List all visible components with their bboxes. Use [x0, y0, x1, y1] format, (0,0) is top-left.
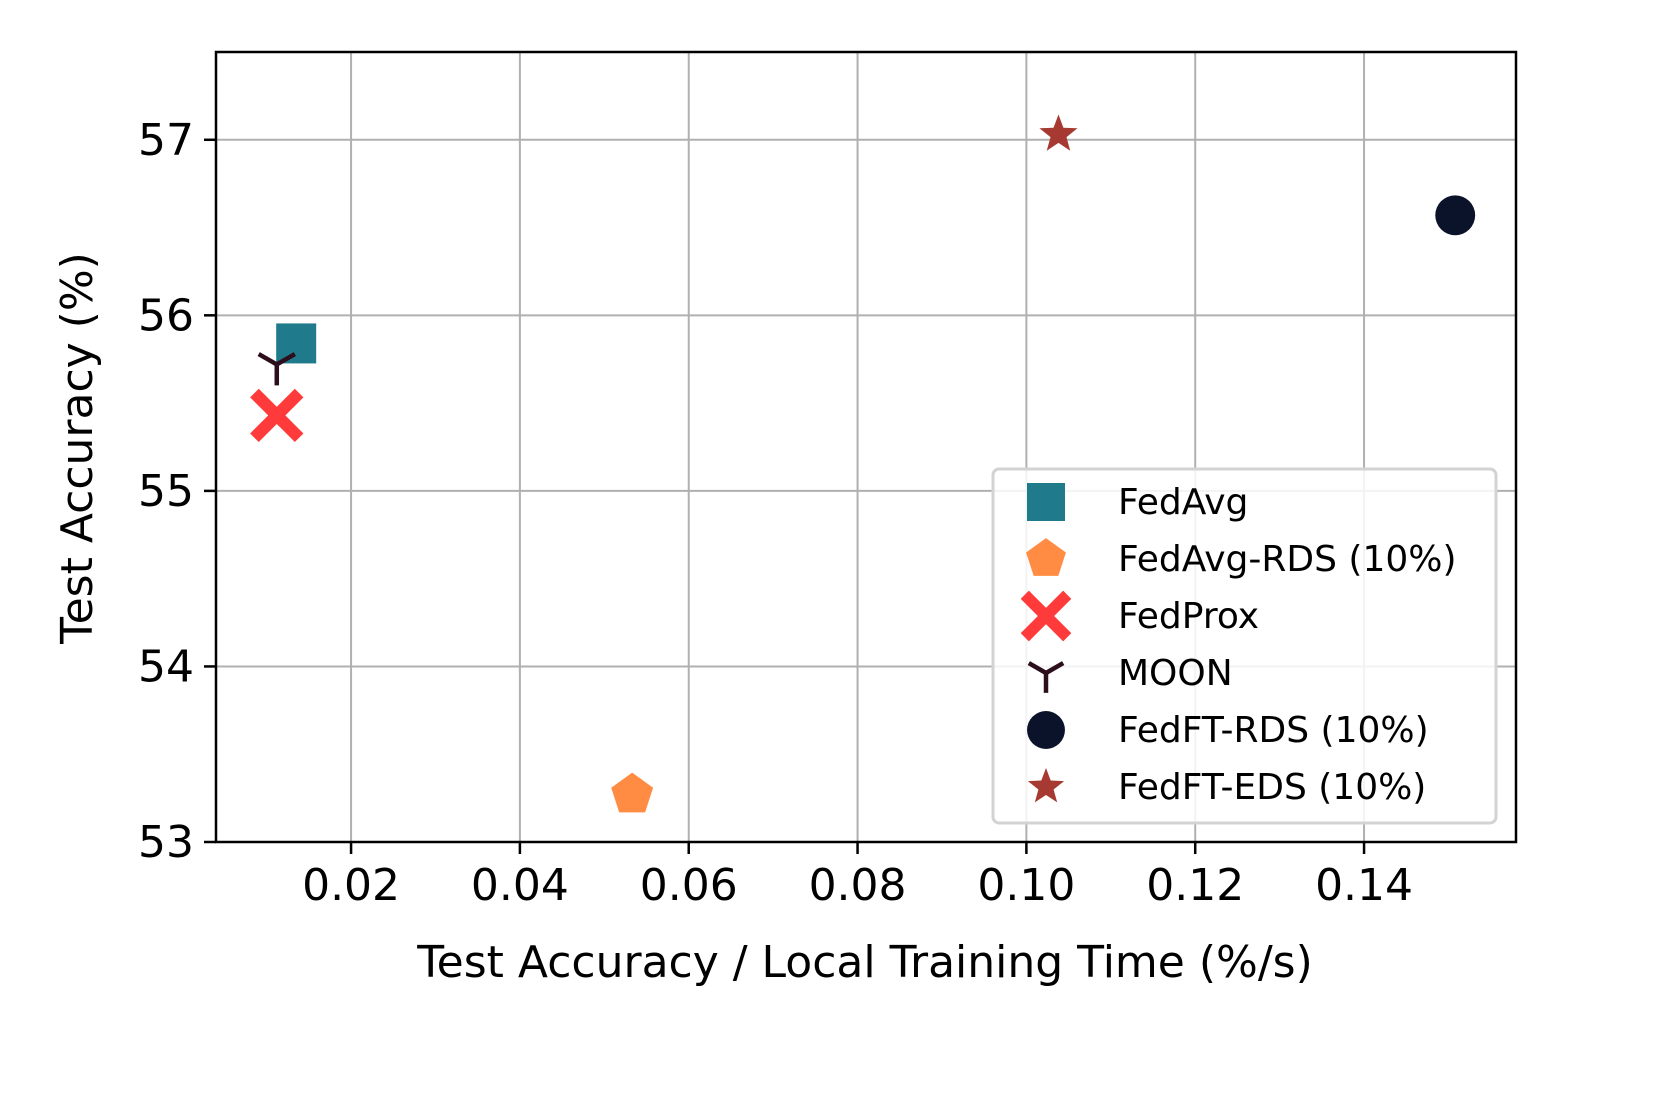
legend-marker: [1027, 661, 1065, 693]
x-axis-label: Test Accuracy / Local Training Time (%/s…: [416, 937, 1313, 988]
legend-label: FedAvg: [1118, 482, 1248, 523]
y-tick-label: 53: [138, 817, 194, 868]
x-tick-label: 0.10: [977, 860, 1075, 911]
legend-marker: [1027, 711, 1065, 749]
y-tick-label: 57: [138, 115, 194, 166]
legend-label: FedAvg-RDS (10%): [1118, 539, 1457, 580]
legend: FedAvg FedAvg-RDS (10%) FedProx MOON FedFT-R…: [991, 467, 1498, 825]
legend-marker: [1020, 590, 1072, 642]
y-tick-label: 54: [138, 641, 194, 692]
y-axis-ticks: 53 54 55 56 57: [138, 115, 216, 868]
y-axis-label: Test Accuracy (%): [52, 252, 103, 645]
x-tick-label: 0.12: [1146, 860, 1244, 911]
legend-label: FedFT-RDS (10%): [1118, 710, 1429, 751]
marker-fedavg: [276, 323, 317, 364]
marker-fedft-eds-10: [1039, 114, 1078, 151]
legend-marker: [1026, 538, 1066, 576]
marker-fedavg-rds-10: [611, 772, 654, 813]
x-tick-label: 0.08: [809, 860, 907, 911]
legend-label: FedProx: [1118, 596, 1259, 637]
x-tick-label: 0.06: [640, 860, 738, 911]
y-tick-label: 56: [138, 290, 194, 341]
plot-frame: [214, 50, 1518, 844]
legend-label: FedFT-EDS (10%): [1118, 767, 1426, 808]
legend-marker: [1027, 768, 1065, 803]
legend-label: MOON: [1118, 653, 1233, 694]
x-axis-ticks: 0.02 0.04 0.06 0.08 0.10 0.12 0.14: [302, 842, 1413, 911]
x-tick-label: 0.14: [1315, 860, 1413, 911]
x-tick-label: 0.04: [471, 860, 569, 911]
marker-moon: [257, 352, 297, 386]
x-tick-label: 0.02: [302, 860, 400, 911]
marker-fedprox: [250, 388, 304, 443]
marker-fedft-rds-10: [1435, 195, 1476, 236]
y-tick-label: 55: [138, 466, 194, 517]
legend-marker: [1027, 483, 1065, 521]
data-points: [250, 114, 1476, 813]
legend-box: [991, 467, 1498, 825]
